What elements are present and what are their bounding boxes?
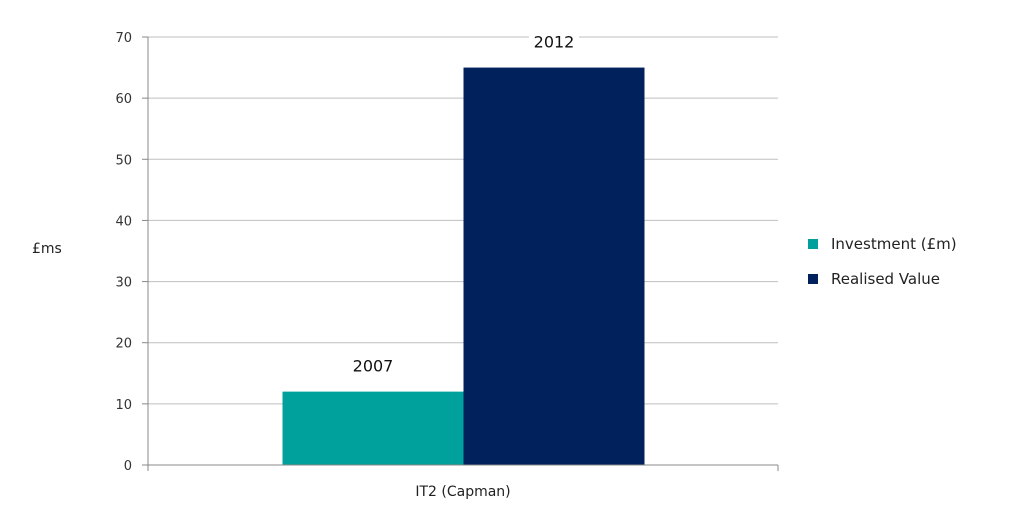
bar-realised-value — [463, 67, 645, 466]
legend: Investment (£m) Realised Value — [808, 235, 957, 288]
legend-swatch-investment — [808, 239, 818, 249]
y-tick-label-50: 50 — [115, 153, 132, 168]
axes: 0 10 20 30 40 50 60 70 IT2 (Capman) — [115, 31, 779, 500]
bar-investment — [282, 391, 464, 465]
y-tick-label-0: 0 — [124, 459, 132, 474]
y-tick-label-40: 40 — [115, 214, 132, 229]
data-label-investment: 2007 — [353, 357, 394, 376]
bars — [282, 67, 645, 466]
legend-label-investment: Investment (£m) — [831, 235, 957, 253]
data-label-background — [348, 354, 398, 377]
y-tick-label-30: 30 — [115, 276, 132, 291]
gridlines — [148, 36, 778, 405]
data-label-realised-value: 2012 — [534, 33, 575, 52]
y-tick-label-10: 10 — [115, 398, 132, 413]
data-labels: 2007 2012 — [348, 30, 579, 377]
y-tick-label-70: 70 — [115, 31, 132, 46]
data-label-background — [529, 30, 579, 53]
legend-swatch-realised-value — [808, 274, 818, 284]
y-tick-label-20: 20 — [115, 337, 132, 352]
y-axis-title: £ms — [32, 241, 62, 257]
y-tick-label-60: 60 — [115, 92, 132, 107]
x-category-label: IT2 (Capman) — [415, 484, 510, 500]
legend-label-realised-value: Realised Value — [831, 270, 940, 288]
